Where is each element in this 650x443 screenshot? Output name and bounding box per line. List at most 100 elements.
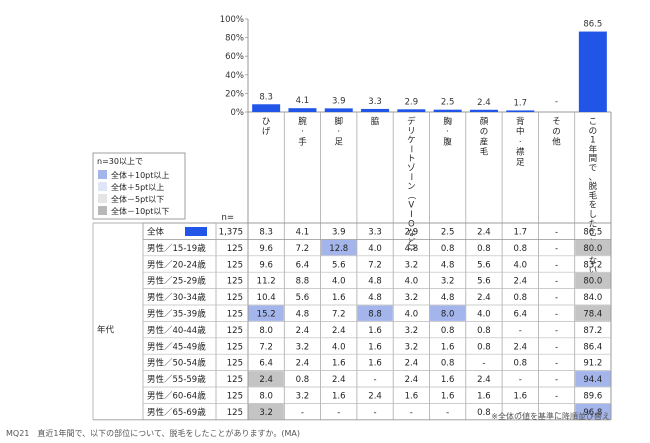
category-char: 年 — [589, 144, 598, 155]
table-cell: 4.0 — [332, 277, 346, 287]
category-char: し — [589, 210, 598, 220]
table-cell: - — [555, 375, 558, 385]
table-cell: 1.6 — [332, 293, 346, 303]
bar-value-label: - — [555, 97, 558, 107]
table-cell: 3.2 — [296, 392, 310, 402]
legend-swatch — [98, 206, 107, 215]
table-cell: 3.2 — [259, 408, 273, 418]
table-cell: 4.0 — [368, 244, 382, 254]
table-cell: 3.2 — [441, 277, 455, 287]
table-cell: - — [555, 392, 558, 402]
row-n: 125 — [227, 244, 243, 254]
category-char: 腹 — [443, 136, 452, 147]
table-cell: 8.8 — [368, 310, 382, 320]
category-char: な — [589, 257, 598, 267]
table-cell: 84.0 — [583, 293, 602, 303]
row-label: 男性／50-54歳 — [147, 358, 206, 369]
table-cell: 5.6 — [477, 260, 491, 270]
table-cell: - — [555, 293, 558, 303]
table-cell: 4.0 — [477, 310, 491, 320]
table-cell: 7.2 — [296, 244, 310, 254]
table-cell: - — [301, 408, 304, 418]
bar — [469, 109, 498, 112]
table-cell: 3.2 — [405, 260, 419, 270]
category-char: ゾ — [407, 164, 416, 174]
category-char: 1 — [590, 136, 595, 146]
category-char: で — [589, 164, 598, 174]
table-cell: 1.6 — [441, 342, 455, 352]
table-cell: 1.7 — [513, 228, 527, 238]
table-cell: - — [555, 342, 558, 352]
row-label: 男性／40-44歳 — [147, 325, 206, 336]
legend-swatch — [98, 170, 107, 179]
table-cell: 80.0 — [583, 277, 602, 287]
bar-value-label: 3.3 — [368, 97, 382, 107]
highlight-cell — [248, 305, 284, 321]
category-char: デ — [407, 116, 416, 127]
bar — [397, 109, 426, 112]
category-char: · — [301, 127, 304, 137]
highlight-cell — [321, 239, 357, 256]
bar — [252, 104, 281, 112]
y-tick-label: 80% — [225, 34, 244, 44]
legend-label: 全体－10pt以下 — [111, 206, 169, 216]
bar-value-label: 8.3 — [259, 92, 273, 102]
table-cell: 3.2 — [405, 326, 419, 336]
bar — [433, 109, 462, 112]
row-label: 男性／15-19歳 — [147, 243, 206, 254]
legend: n=30以上で全体＋10pt以上全体＋5pt以上全体－5pt以下全体－10pt以… — [92, 152, 186, 220]
y-tick-label: 60% — [225, 52, 244, 62]
legend-label: 全体－5pt以下 — [111, 194, 164, 204]
bar — [578, 31, 607, 112]
row-n: 125 — [227, 359, 243, 369]
category-char: ン — [407, 182, 416, 192]
table-cell: 11.2 — [257, 277, 276, 287]
table-cell: 4.8 — [441, 293, 455, 303]
table-cell: 0.8 — [513, 293, 527, 303]
table-cell: 8.0 — [259, 392, 273, 402]
category-char: 手 — [298, 136, 307, 147]
table-cell: 0.8 — [477, 244, 491, 254]
table-cell: 78.4 — [583, 310, 602, 320]
bar-value-label: 1.7 — [513, 98, 527, 108]
category-char: げ — [262, 127, 271, 137]
category-char: の — [480, 127, 489, 137]
table-cell: 2.5 — [441, 228, 455, 238]
category-char: 足 — [516, 158, 525, 168]
category-char: そ — [552, 117, 561, 127]
bar — [324, 108, 353, 112]
bar-value-label: 4.1 — [296, 96, 310, 106]
y-tick-label: 40% — [225, 71, 244, 81]
total-n: 1,375 — [219, 228, 243, 238]
table-cell: - — [482, 359, 485, 369]
category-char: こ — [589, 229, 598, 239]
legend-title: n=30以上で — [97, 157, 143, 166]
bar — [506, 110, 535, 112]
data-table: n= 全体 1,375 8.3 4.1 3.9 3.3 2.9 2.5 2.4 1.7 - 86.5 年代… — [92, 213, 612, 421]
category-label: 背中·襟足 — [516, 116, 525, 168]
table-cell: 91.2 — [583, 359, 602, 369]
table-cell: 0.8 — [513, 359, 527, 369]
table-cell: 10.4 — [257, 293, 276, 303]
table-cell: 1.6 — [368, 326, 382, 336]
table-cell: 86.4 — [583, 342, 602, 352]
legend-box — [92, 152, 186, 220]
table-cell: 8.0 — [259, 326, 273, 336]
table-cell: 8.8 — [296, 277, 310, 287]
bar — [361, 108, 390, 112]
y-axis: 100% 80% 60% 40% 20% 0% — [220, 15, 248, 118]
table-cell: - — [374, 408, 377, 418]
highlight-cell — [575, 272, 611, 289]
table-cell: - — [555, 228, 558, 238]
row-label: 男性／20-24歳 — [147, 259, 206, 270]
table-cell: 3.3 — [368, 228, 382, 238]
table-cell: 2.4 — [296, 326, 310, 336]
table-cell: 0.8 — [441, 359, 455, 369]
category-char: （ — [405, 191, 416, 200]
table-cell: 6.4 — [296, 260, 310, 270]
category-char: リ — [407, 126, 416, 136]
category-char: ど — [407, 238, 416, 248]
table-cell: 87.2 — [583, 326, 602, 336]
